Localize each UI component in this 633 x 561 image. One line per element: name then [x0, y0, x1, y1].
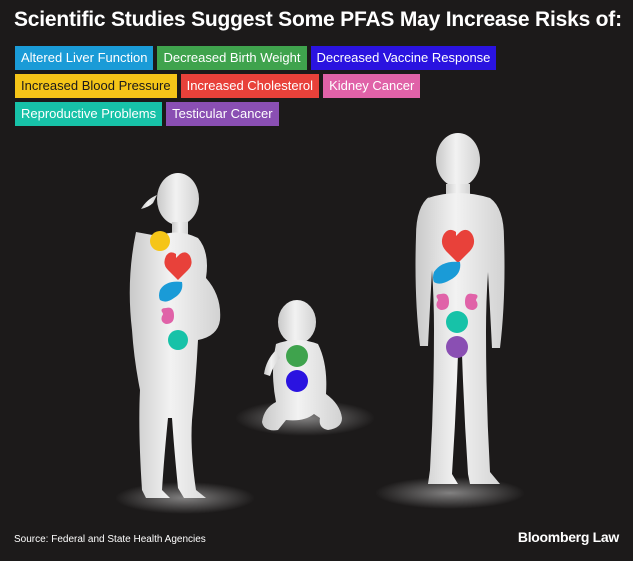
reproductive-icon-man — [446, 311, 468, 333]
legend-tag-decreased-vaccine-response: Decreased Vaccine Response — [310, 46, 497, 70]
page-title: Scientific Studies Suggest Some PFAS May… — [14, 8, 622, 31]
blood-pressure-icon — [150, 231, 170, 251]
liver-icon — [159, 281, 183, 302]
legend-tag-increased-cholesterol: Increased Cholesterol — [180, 74, 320, 98]
birth-weight-icon — [286, 345, 308, 367]
brand-logo: Bloomberg Law — [517, 529, 619, 545]
legend-tag-decreased-birth-weight: Decreased Birth Weight — [157, 46, 307, 70]
legend-tag-testicular-cancer: Testicular Cancer — [166, 102, 279, 126]
legend: Altered Liver Function Decreased Birth W… — [15, 46, 625, 130]
reproductive-icon — [168, 330, 188, 350]
testicular-icon — [446, 336, 468, 358]
liver-icon-man — [433, 261, 461, 284]
man-silhouette — [415, 133, 505, 484]
kidney-icon — [161, 307, 174, 324]
heart-icon-man — [441, 229, 475, 263]
kidney-right-icon — [465, 293, 478, 310]
source-note: Source: Federal and State Health Agencie… — [14, 534, 206, 545]
heart-icon — [164, 252, 192, 280]
kidney-left-icon — [436, 293, 449, 310]
legend-tag-kidney-cancer: Kidney Cancer — [323, 74, 421, 98]
floor-glow-man — [375, 477, 525, 509]
pregnant-woman-silhouette — [129, 173, 221, 498]
vaccine-response-icon — [286, 370, 308, 392]
legend-tag-increased-blood-pressure: Increased Blood Pressure — [15, 74, 177, 98]
legend-tag-reproductive-problems: Reproductive Problems — [15, 102, 163, 126]
legend-tag-altered-liver-function: Altered Liver Function — [15, 46, 154, 70]
